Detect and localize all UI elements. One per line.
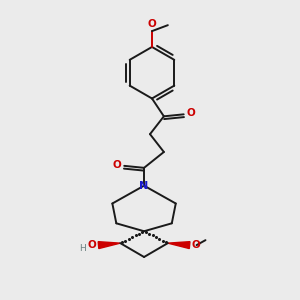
- Polygon shape: [168, 242, 190, 249]
- Text: O: O: [148, 19, 156, 29]
- Text: H: H: [79, 244, 86, 253]
- Text: O: O: [113, 160, 122, 170]
- Text: O: O: [191, 240, 200, 250]
- Polygon shape: [98, 242, 120, 249]
- Text: O: O: [87, 240, 96, 250]
- Text: N: N: [140, 181, 149, 191]
- Text: O: O: [186, 108, 195, 118]
